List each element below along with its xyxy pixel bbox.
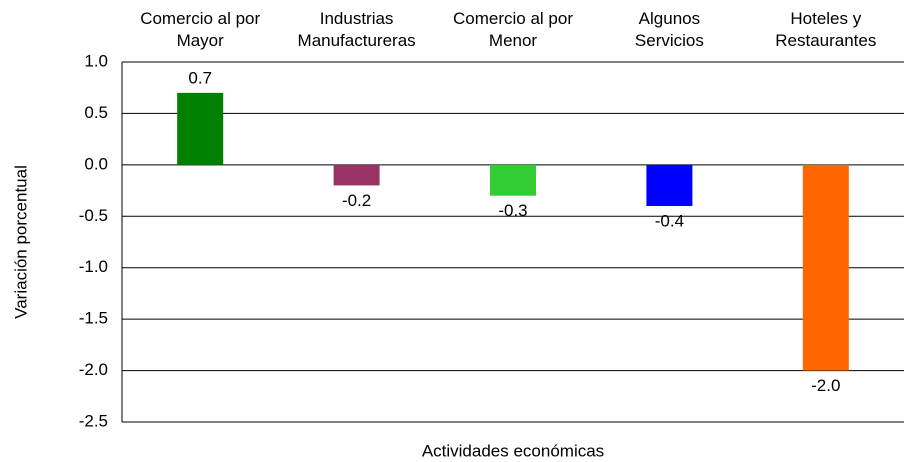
y-tick-label: 0.0: [84, 154, 108, 173]
bar: [646, 164, 693, 206]
y-tick-label: -0.5: [79, 206, 108, 225]
y-tick-label: -2.0: [79, 360, 108, 379]
y-tick-label: 0.5: [84, 103, 108, 122]
bar: [490, 164, 536, 196]
category-label: Comercio al por Mayor: [140, 9, 261, 50]
data-label: -0.4: [655, 211, 684, 230]
data-label: 0.7: [188, 68, 212, 87]
y-tick-label: -2.5: [79, 411, 108, 430]
y-tick-label: 1.0: [84, 51, 108, 70]
category-label: Hoteles y Restaurantes: [775, 9, 877, 50]
bar: [177, 92, 224, 165]
y-axis-label: Variación porcentual: [11, 165, 30, 319]
y-tick-label: -1.5: [79, 309, 108, 328]
category-label: Algunos Servicios: [634, 9, 704, 50]
data-label: -0.3: [498, 201, 527, 220]
category-label: Industrias Manufactureras: [297, 9, 416, 50]
data-label: -0.2: [342, 191, 371, 210]
y-tick-label: -1.0: [79, 257, 108, 276]
bar: [333, 164, 380, 186]
bar: [802, 164, 849, 371]
x-axis-label: Actividades económicas: [422, 441, 604, 460]
data-label: -2.0: [811, 376, 840, 395]
category-label: Comercio al por Menor: [453, 9, 573, 50]
